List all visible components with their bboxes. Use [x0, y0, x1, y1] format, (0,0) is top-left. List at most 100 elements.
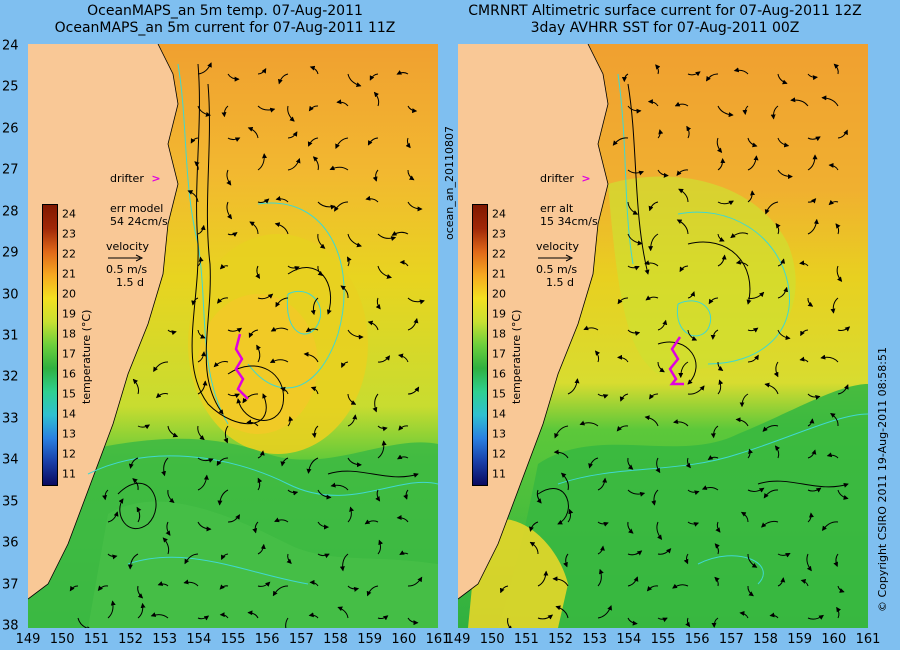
velocity-arrow — [219, 264, 229, 270]
velocity-arrow — [619, 393, 629, 402]
velocity-arrow — [807, 297, 814, 307]
velocity-arrow — [645, 295, 659, 301]
velocity-arrow — [227, 232, 238, 237]
left-map-panel[interactable]: drifter > err model 54 24cm/s velocity 0… — [28, 44, 438, 628]
colorbar-tick: 19 — [62, 307, 76, 321]
velocity-arrow — [287, 131, 298, 139]
velocity-arrow — [365, 195, 379, 203]
colorbar-tick: 12 — [492, 447, 506, 461]
velocity-arrow — [257, 153, 267, 171]
right-map-panel[interactable]: drifter > err alt 15 34cm/s velocity 0.5… — [458, 44, 868, 628]
velocity-arrow — [305, 327, 319, 333]
velocity-arrow — [165, 521, 171, 536]
velocity-arrow — [375, 489, 381, 502]
velocity-arrow — [627, 201, 639, 215]
velocity-arrow — [717, 158, 726, 171]
velocity-arrow — [396, 515, 409, 523]
velocity-arrow — [676, 219, 689, 235]
velocity-arrow — [184, 553, 199, 565]
colorbar-tick: 18 — [492, 327, 506, 341]
velocity-arrow — [777, 286, 789, 299]
velocity-arrow — [775, 223, 781, 235]
velocity-arrow — [375, 297, 381, 310]
velocity-arrow — [308, 612, 319, 619]
velocity-arrow — [227, 73, 240, 82]
longitude-tick: 157 — [288, 632, 314, 647]
velocity-arrow — [777, 73, 788, 85]
colorbar-tick: 16 — [492, 367, 506, 381]
velocity-arrow — [398, 353, 409, 363]
colorbar-ticks: 24 23 22 21 20 19 18 17 16 15 14 13 12 11 — [492, 204, 522, 484]
velocity-arrow — [227, 327, 243, 333]
velocity-arrow — [806, 553, 812, 572]
velocity-arrow — [137, 424, 151, 430]
velocity-arrow — [272, 585, 289, 597]
velocity-arrow — [377, 539, 384, 555]
colorbar-tick: 20 — [62, 287, 76, 301]
velocity-arrow — [627, 576, 639, 587]
velocity-arrow — [554, 425, 569, 439]
colorbar-tick: 11 — [492, 467, 506, 481]
velocity-arrow — [369, 73, 379, 81]
velocity-arrow — [347, 457, 362, 468]
velocity-arrow — [647, 99, 659, 107]
land-mass — [458, 44, 608, 599]
velocity-arrow — [377, 233, 397, 241]
longitude-tick: 151 — [83, 632, 109, 647]
velocity-arrow — [655, 64, 661, 75]
velocity-arrow — [275, 195, 289, 203]
colorbar-tick: 19 — [492, 307, 506, 321]
copyright-label: © Copyright CSIRO 2011 19-Aug-2011 08:58… — [876, 346, 889, 612]
velocity-arrow — [837, 129, 848, 139]
velocity-arrow — [197, 105, 211, 117]
drifter-chevron-icon: > — [581, 172, 591, 185]
velocity-arrow — [287, 265, 300, 271]
longitude-tick: 152 — [118, 632, 143, 647]
latitude-tick: 28 — [2, 204, 19, 220]
velocity-arrow — [317, 265, 324, 277]
colorbar-label: temperature (°C) — [80, 309, 93, 404]
colorbar-tick: 15 — [492, 387, 506, 401]
velocity-arrow — [306, 457, 319, 474]
colorbar-tick: 24 — [62, 207, 76, 221]
longitude-tick: 158 — [323, 632, 348, 647]
velocity-arrow — [836, 606, 842, 619]
velocity-arrow — [286, 553, 292, 565]
velocity-arrow — [777, 577, 786, 587]
velocity-arrow — [777, 258, 786, 267]
velocity-arrow — [161, 457, 169, 477]
velocity-arrow — [837, 384, 849, 395]
velocity-arrow — [405, 137, 411, 149]
velocity-arrow — [687, 385, 705, 395]
velocity-arrow — [627, 489, 646, 497]
colorbar-tick: 24 — [492, 207, 506, 221]
velocity-arrow — [507, 617, 513, 628]
coastline — [458, 44, 609, 600]
velocity-arrow — [97, 585, 109, 591]
left-title-line1: OceanMAPS_an 5m temp. 07-Aug-2011 — [87, 3, 363, 19]
velocity-arrow — [687, 291, 696, 299]
latitude-tick: 35 — [2, 494, 19, 510]
latitude-axis: 24 25 26 27 28 29 30 31 32 33 34 35 36 37 38 — [0, 39, 28, 634]
velocity-arrow — [678, 361, 689, 379]
velocity-arrow — [777, 329, 791, 341]
velocity-arrow — [347, 393, 357, 405]
velocity-arrow — [685, 457, 691, 469]
velocity-arrow — [560, 472, 569, 491]
velocity-arrow — [307, 137, 319, 147]
velocity-arrow — [739, 393, 749, 408]
latitude-tick: 27 — [2, 162, 19, 178]
velocity-arrow — [287, 416, 294, 427]
velocity-arrow — [627, 617, 638, 626]
velocity-arrow — [311, 425, 319, 439]
colorbar-tick: 22 — [62, 247, 76, 261]
velocity-arrow — [334, 201, 349, 212]
right-title-line1: CMRNRT Altimetric surface current for 07… — [468, 3, 862, 19]
velocity-arrow — [347, 585, 360, 592]
velocity-arrow — [657, 169, 669, 178]
velocity-arrow — [739, 610, 749, 619]
velocity-arrow — [627, 457, 634, 470]
velocity-arrow — [373, 91, 380, 107]
velocity-arrow — [687, 489, 700, 496]
velocity-arrow — [256, 344, 261, 363]
